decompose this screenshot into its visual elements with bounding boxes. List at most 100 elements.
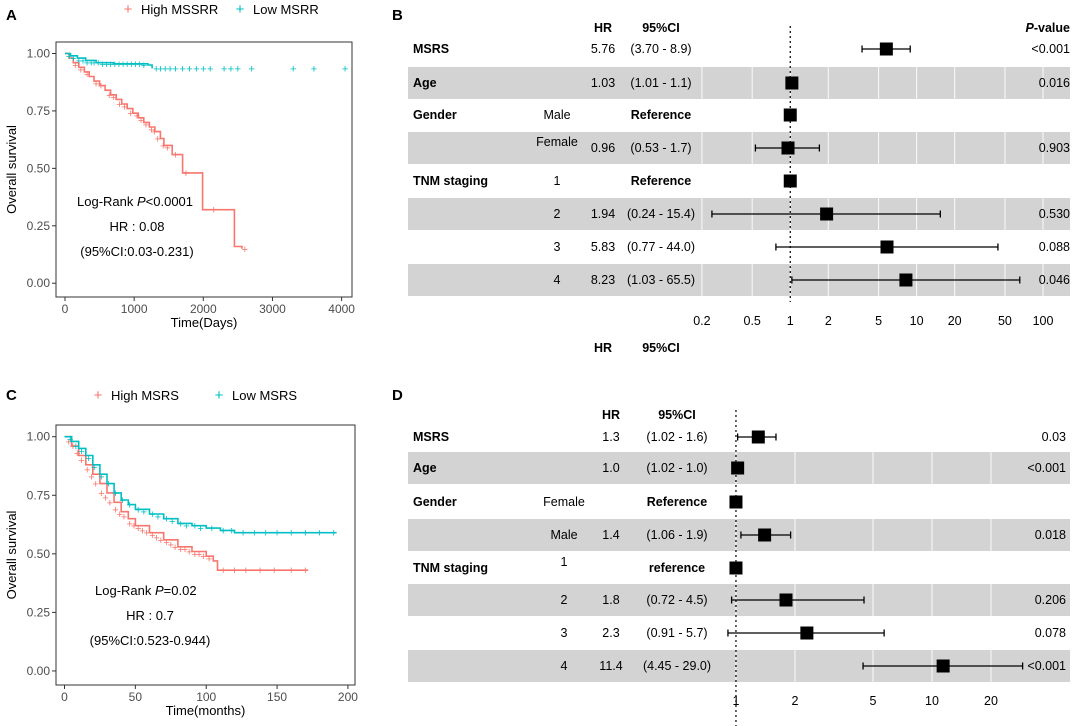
header-p-value: P-value	[1026, 21, 1071, 35]
x-axis-title: Time(months)	[166, 703, 246, 718]
row-level: 3	[554, 240, 561, 254]
x-tick-label: 50	[998, 314, 1012, 328]
x-tick-label: 1	[787, 314, 794, 328]
censor-mark-high: +	[78, 65, 84, 77]
legend-label-low: Low MSRS	[232, 388, 297, 403]
x-tick-label: 2	[791, 694, 798, 708]
censor-mark-low: +	[80, 55, 86, 67]
km-plot-c: + High MSRS + Low MSRS 0.00 0.25 0.50 0.75 1.00 0…	[4, 387, 358, 718]
row-p-value: 0.206	[1035, 593, 1066, 607]
row-level: Male	[543, 108, 570, 122]
forest-plot-d: HR 95%CI MSRS 1.3 (1.02 - 1.6) 0.03 Age 1.0 (1.0…	[408, 408, 1070, 726]
censor-mark-low: +	[331, 528, 337, 540]
y-tick-label: 0.25	[27, 605, 51, 619]
row-shade	[408, 519, 1070, 551]
annotation-hr: HR : 0.7	[126, 608, 174, 623]
censor-mark-low: +	[163, 514, 169, 526]
hr-point	[800, 626, 814, 640]
censor-mark-low: +	[169, 516, 175, 528]
censor-mark-low: +	[91, 58, 97, 70]
censor-mark-low: +	[120, 59, 126, 71]
legend-label-low: Low MSRR	[253, 2, 319, 17]
censor-mark-high: +	[143, 120, 149, 132]
censor-mark-high: +	[231, 565, 237, 577]
row-label: TNM staging	[413, 174, 488, 188]
x-tick-label: 3000	[259, 302, 286, 316]
censor-mark-low: +	[192, 521, 198, 533]
row-shade	[408, 67, 1070, 99]
row-level: 1	[561, 555, 568, 569]
row-hr: 5.83	[591, 240, 615, 254]
km-plot-a: + High MSSRR + Low MSRR 0.00 0.25 0.50 0.75 1.00…	[4, 1, 355, 330]
row-ci: (1.03 - 65.5)	[627, 273, 695, 287]
censor-mark-low: +	[167, 63, 173, 75]
censor-mark-low: +	[197, 523, 203, 535]
y-tick-label: 0.75	[27, 488, 51, 502]
row-p-value: 0.03	[1042, 430, 1066, 444]
row-label: TNM staging	[413, 561, 488, 575]
censor-mark-high: +	[206, 554, 212, 566]
censor-mark-low: +	[186, 63, 192, 75]
row-label: Age	[413, 461, 437, 475]
x-tick-label: 5	[875, 314, 882, 328]
censor-mark-high: +	[88, 472, 94, 484]
censor-mark-low: +	[112, 488, 118, 500]
censor-mark-high: +	[163, 537, 169, 549]
censor-mark-high: +	[183, 168, 189, 180]
y-tick-label: 0.50	[27, 161, 51, 175]
censor-mark-low: +	[177, 518, 183, 530]
censor-mark-high: +	[78, 455, 84, 467]
censor-mark-high: +	[121, 511, 127, 523]
censor-mark-high: +	[200, 551, 206, 563]
censor-mark-high: +	[70, 441, 76, 453]
row-shade	[408, 132, 1070, 164]
censor-mark-low: +	[116, 59, 122, 71]
censor-mark-high: +	[121, 101, 127, 113]
annotation-p-symbol: P	[137, 194, 146, 209]
row-label: MSRS	[413, 430, 449, 444]
footer-ci: 95%CI	[642, 341, 680, 355]
censor-mark-high: +	[158, 535, 164, 547]
x-tick-label: 10	[910, 314, 924, 328]
row-hr: 1.3	[602, 430, 619, 444]
header-p-suffix: -value	[1034, 21, 1070, 35]
survival-curve-low	[64, 435, 337, 534]
row-hr: 5.76	[591, 42, 615, 56]
censor-mark-low: +	[149, 509, 155, 521]
censor-mark-high: +	[74, 448, 80, 460]
censor-mark-low: +	[228, 63, 234, 75]
censor-mark-low: +	[107, 59, 113, 71]
plot-panel	[55, 41, 353, 298]
hr-point	[731, 461, 745, 475]
censor-mark-low: +	[73, 441, 79, 453]
censor-mark-low: +	[119, 495, 125, 507]
censor-mark-high: +	[192, 549, 198, 561]
censor-mark-high: +	[92, 479, 98, 491]
censor-mark-low: +	[316, 528, 322, 540]
y-tick-label: 1.00	[27, 46, 51, 60]
censor-mark-low: +	[103, 59, 109, 71]
censor-mark-high: +	[182, 544, 188, 556]
row-ci: (1.02 - 1.6)	[646, 430, 707, 444]
row-p-value: 0.046	[1039, 273, 1070, 287]
row-label: Gender	[413, 495, 457, 509]
censor-mark-low: +	[240, 528, 246, 540]
row-ci: reference	[649, 561, 705, 575]
censor-mark-low: +	[274, 528, 280, 540]
row-hr: 1.94	[591, 207, 615, 221]
survival-curve-low	[65, 52, 153, 69]
annotation-ci: (95%CI:0.523-0.944)	[90, 633, 211, 648]
header-ci: 95%CI	[658, 408, 696, 422]
censor-mark-low: +	[135, 504, 141, 516]
row-ci: (1.06 - 1.9)	[646, 528, 707, 542]
censor-mark-high: +	[117, 509, 123, 521]
x-tick-label: 5	[870, 694, 877, 708]
censor-mark-low: +	[155, 511, 161, 523]
censor-mark-low: +	[105, 479, 111, 491]
x-tick-label: 0	[62, 302, 69, 316]
censor-mark-high: +	[72, 60, 78, 72]
censor-mark-high: +	[154, 133, 160, 145]
annotation-log-rank-prefix: Log-Rank	[77, 194, 137, 209]
censor-mark-high: +	[257, 565, 263, 577]
censor-mark-high: +	[302, 565, 308, 577]
